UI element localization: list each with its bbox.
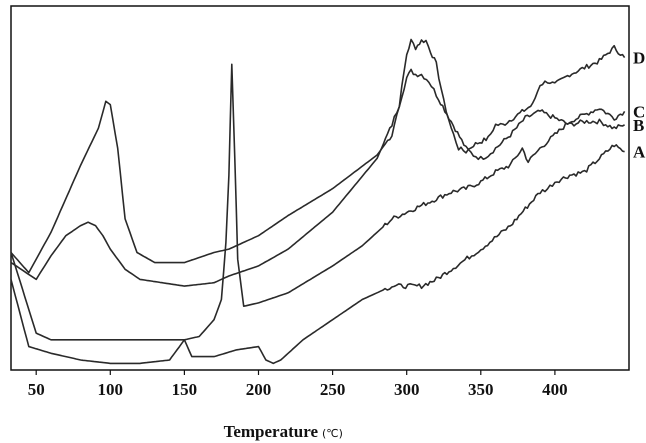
x-tick-label: 150	[172, 380, 198, 399]
series-line-c	[10, 63, 626, 341]
x-tick-label: 300	[394, 380, 420, 399]
series-label-a: A	[633, 143, 646, 162]
x-axis-unit: (℃)	[322, 427, 343, 440]
plot-frame	[10, 5, 630, 371]
x-tick-label: 200	[246, 380, 272, 399]
x-axis-label: Temperature	[224, 422, 319, 441]
x-tick-label: 350	[468, 380, 494, 399]
series-line-d	[10, 38, 626, 274]
x-tick-label: 250	[320, 380, 346, 399]
series-layer	[10, 38, 626, 365]
curve-labels: D BC A	[633, 49, 646, 162]
x-tick-label: 400	[542, 380, 568, 399]
series-line-a	[10, 144, 625, 365]
series-label-c: C	[633, 102, 645, 121]
x-tick-label: 100	[98, 380, 124, 399]
series-line-b	[10, 68, 625, 287]
series-label-b: B	[633, 116, 644, 135]
x-axis-ticks: 50 100 150 200 250 300 350 400	[28, 370, 568, 399]
series-label-d: D	[633, 49, 645, 68]
x-tick-label: 50	[28, 380, 45, 399]
